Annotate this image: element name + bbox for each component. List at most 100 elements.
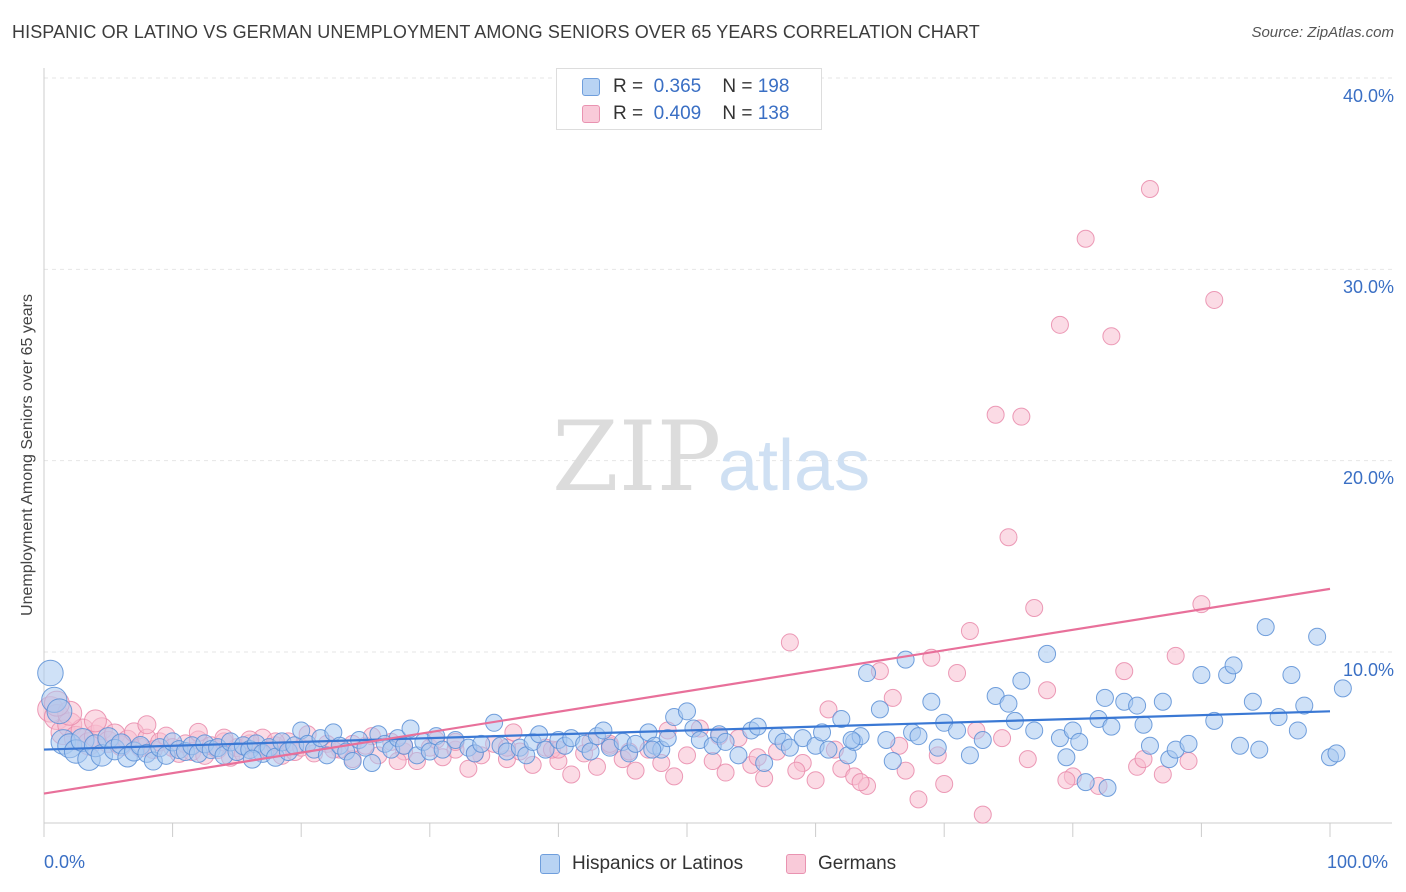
legend-swatch-blue [582,78,600,96]
hispanics-point [748,717,767,736]
r-value: 0.365 [653,76,702,97]
hispanics-point [1102,717,1121,736]
germans-point [819,700,838,719]
hispanics-point [999,694,1018,713]
n-label: N = [722,76,753,97]
germans-point [1025,598,1044,617]
hispanics-point [1250,740,1269,759]
hispanics-point [1256,618,1275,637]
germans-point [716,763,735,782]
hispanics-point [877,731,896,750]
hispanics-point [1243,692,1262,711]
hispanics-point [317,746,336,765]
germans-point [1115,662,1134,681]
n-label: N = [722,103,753,124]
hispanics-point [1224,656,1243,675]
germans-point [1166,646,1185,665]
hispanics-point [1205,711,1224,730]
hispanics-point [729,746,748,765]
hispanics-point [1098,778,1117,797]
hispanics-point [870,700,889,719]
germans-point [948,664,967,683]
germans-point [999,528,1018,547]
hispanics-point [581,742,600,761]
germans-point [1140,179,1159,198]
watermark-atlas: atlas [718,426,870,506]
hispanics-point [472,734,491,753]
watermark-zip: ZIP [552,401,721,513]
hispanics-point [1012,671,1031,690]
germans-point [780,633,799,652]
hispanics-trend-line [43,710,1331,751]
legend-swatch-pink [786,854,806,874]
trend-lines [43,587,1331,795]
hispanics-point [1057,748,1076,767]
hispanics-point [780,738,799,757]
germans-point [1205,290,1224,309]
hispanics-point [626,734,645,753]
germans-point [587,757,606,776]
germans-point [993,729,1012,748]
hispanics-point [813,723,832,742]
hispanics-point [1025,721,1044,740]
germans-point [1050,315,1069,334]
germans-point [665,767,684,786]
hispanics-point [1134,715,1153,734]
germans-point [986,405,1005,424]
germans-point [626,761,645,780]
hispanics-point [842,731,861,750]
germans-point [678,746,696,765]
hispanics-points [37,618,1352,797]
n-value: 138 [757,103,790,124]
hispanics-point [658,729,677,748]
germans-point [883,688,902,707]
germans-point [459,759,478,778]
germans-point [755,769,774,788]
hispanics-point [1269,708,1288,727]
hispanics-point [1038,644,1057,663]
hispanics-point [896,650,915,669]
hispanics-point [1095,688,1114,707]
y-tick-label-10: 10.0% [1342,660,1394,680]
hispanics-point [536,740,555,759]
germans-point [562,765,581,784]
hispanics-point [716,732,735,751]
hispanics-point [832,709,851,728]
germans-point [1018,750,1037,769]
source-label: Source: ZipAtlas.com [1251,24,1394,41]
hispanics-point [922,692,941,711]
germans-point [909,790,928,809]
hispanics-point [858,664,877,683]
legend-swatch-pink [582,105,600,123]
hispanics-point [433,740,452,759]
germans-point [83,709,107,733]
hispanics-point [1153,692,1172,711]
germans-point [960,621,979,640]
y-tick-label-30: 30.0% [1342,277,1394,297]
x-tick-label-max: 100.0% [1327,852,1389,872]
hispanics-point [37,659,64,687]
correlation-legend: R = 0.365 N = 198 R = 0.409 N = 138 [556,68,822,130]
germans-point [851,773,870,792]
hispanics-point [973,731,992,750]
n-value: 198 [757,76,790,97]
legend-swatch-blue [540,854,560,874]
hispanics-point [401,719,420,738]
hispanics-point [928,738,947,757]
x-tick-label-min: 0.0% [44,852,86,872]
germans-point [1038,681,1057,700]
legend-label-hispanics: Hispanics or Latinos [572,853,744,874]
hispanics-point [343,752,362,771]
germans-point [896,761,915,780]
hispanics-point [883,752,902,771]
hispanics-point [643,740,662,759]
germans-point [1012,407,1031,426]
hispanics-point [819,740,838,759]
hispanics-point [948,721,967,740]
germans-point [1102,327,1121,346]
hispanics-point [909,727,928,746]
hispanics-point [1288,721,1307,740]
r-value: 0.409 [653,103,702,124]
